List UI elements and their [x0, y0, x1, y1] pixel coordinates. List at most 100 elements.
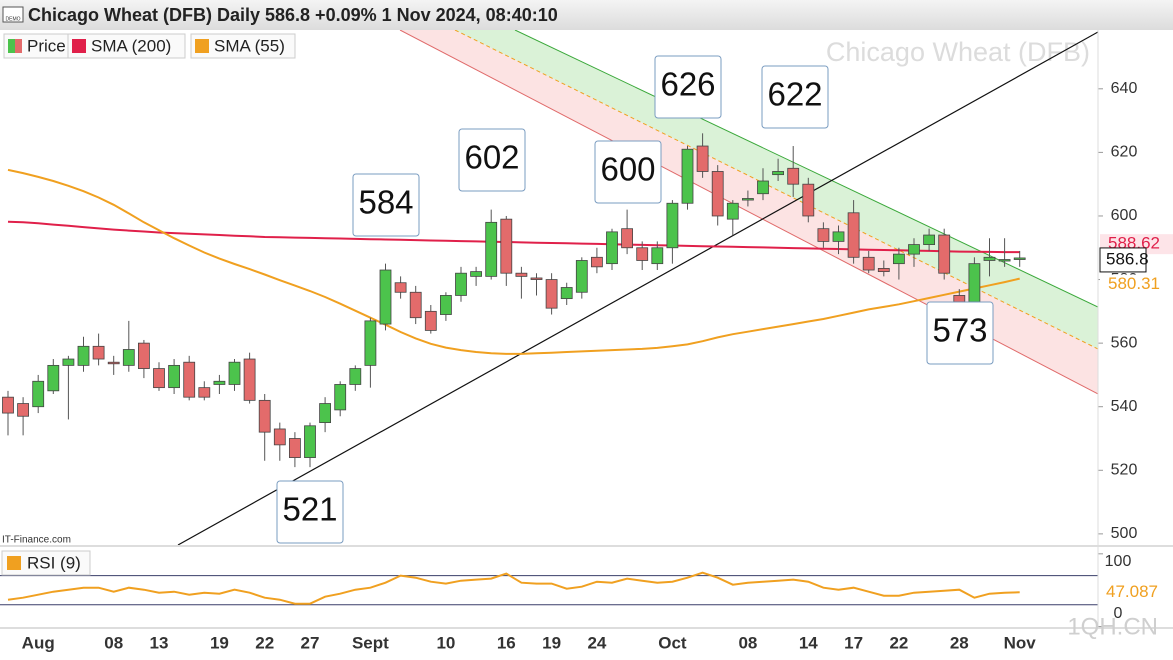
candle-body: [923, 234, 935, 245]
candle-body: [893, 253, 905, 265]
candle-body: [213, 380, 226, 385]
site-watermark: 1QH.CN: [1067, 613, 1158, 640]
legend-label: Price: [27, 36, 66, 55]
candle-body: [273, 428, 286, 446]
candle-body: [968, 263, 981, 303]
header-bar: [0, 0, 1173, 30]
rsi-y-tick-label: 0: [1114, 605, 1123, 622]
candle-body: [575, 260, 588, 293]
annotation-label: 622: [767, 76, 822, 113]
candle-body: [485, 221, 498, 277]
x-tick-label: 17: [844, 633, 863, 652]
candle-body: [666, 202, 679, 249]
legend-swatch: [8, 39, 15, 53]
candle-body: [62, 358, 75, 366]
annotation-label: 573: [932, 312, 987, 349]
trend-line: [177, 31, 1098, 545]
channel-mid-line: [454, 30, 1098, 350]
annotation-label: 584: [358, 184, 413, 221]
candle-body: [334, 384, 347, 411]
y-tick-label: 560: [1111, 334, 1138, 351]
candle-body: [651, 247, 664, 265]
legend-swatch: [15, 39, 22, 53]
candle-body: [953, 295, 966, 303]
candle-body: [364, 320, 377, 366]
y-tick-label: 640: [1111, 80, 1138, 97]
x-tick-label: Nov: [1004, 633, 1037, 652]
candle-body: [742, 198, 754, 201]
annotation-label: 521: [282, 491, 337, 528]
demo-icon: [2, 6, 24, 23]
candle-body: [409, 291, 422, 319]
candle-body: [591, 256, 603, 268]
candle-body: [938, 234, 951, 274]
annotation-box: [594, 140, 662, 204]
candle-body: [439, 295, 452, 315]
candle-body: [455, 272, 467, 296]
x-tick-label: 22: [255, 633, 274, 652]
overlay: 5005205405605806006206405215846026006266…: [0, 33, 1173, 652]
candle-body: [349, 368, 362, 385]
candle-body: [847, 212, 860, 258]
candle-body: [107, 361, 120, 365]
x-tick-label: Oct: [658, 633, 687, 652]
x-tick-label: 14: [799, 633, 818, 652]
price-tag-box: [1099, 247, 1147, 273]
candle-body: [183, 361, 196, 398]
candle-body: [560, 287, 573, 300]
sma-line: [7, 168, 1020, 355]
candle-body: [545, 279, 558, 309]
rsi-tag: 47.087: [1106, 582, 1158, 601]
y-tick-label: 540: [1111, 398, 1138, 415]
watermark: Chicago Wheat (DFB): [826, 37, 1090, 67]
candle-body: [998, 259, 1011, 262]
candle-body: [470, 271, 483, 277]
candle-body: [168, 364, 181, 389]
demo-badge: DEMO: [6, 16, 21, 22]
candle-body: [394, 282, 407, 293]
candle-body: [122, 349, 135, 366]
source: IT-Finance.com: [2, 535, 71, 546]
candle-body: [47, 364, 60, 392]
candle-body: [877, 268, 890, 273]
annotation-box: [276, 480, 344, 544]
candle-body: [153, 368, 165, 389]
candle-body: [319, 403, 332, 424]
candle-body: [636, 247, 649, 261]
candle-body: [379, 269, 392, 325]
candle-body: [92, 345, 105, 360]
candle-body: [772, 171, 784, 176]
x-tick-label: Sept: [352, 633, 389, 652]
legend-label: SMA (55): [214, 36, 285, 55]
rsi-legend-label: RSI (9): [27, 553, 81, 572]
candle-body: [711, 171, 724, 217]
candle-body: [606, 231, 618, 265]
candle-body: [530, 277, 543, 280]
y-tick-label: 620: [1111, 144, 1138, 161]
candle-body: [621, 228, 633, 249]
candle-body: [500, 218, 513, 274]
candle-body: [726, 202, 739, 220]
channel-upper-line: [514, 30, 1098, 308]
candle-body: [1013, 257, 1026, 260]
candle-body: [2, 396, 14, 414]
candle-body: [681, 148, 694, 204]
candle-body: [802, 183, 815, 217]
candle-body: [32, 380, 45, 408]
candle-body: [288, 438, 301, 458]
candle-body: [908, 244, 920, 255]
x-tick-label: 22: [889, 633, 908, 652]
candle-body: [258, 399, 271, 433]
legend-swatch: [195, 39, 209, 53]
candle-body: [424, 310, 437, 331]
x-tick-label: 24: [587, 633, 606, 652]
y-tick-label: 500: [1111, 525, 1138, 542]
x-tick-label: 08: [738, 633, 757, 652]
candle-body: [832, 231, 845, 242]
x-tick-label: 28: [950, 633, 969, 652]
y-tick-label: 600: [1111, 207, 1138, 224]
plot: [2, 133, 1026, 468]
annotation-box: [654, 55, 722, 119]
x-tick-label: 19: [210, 633, 229, 652]
